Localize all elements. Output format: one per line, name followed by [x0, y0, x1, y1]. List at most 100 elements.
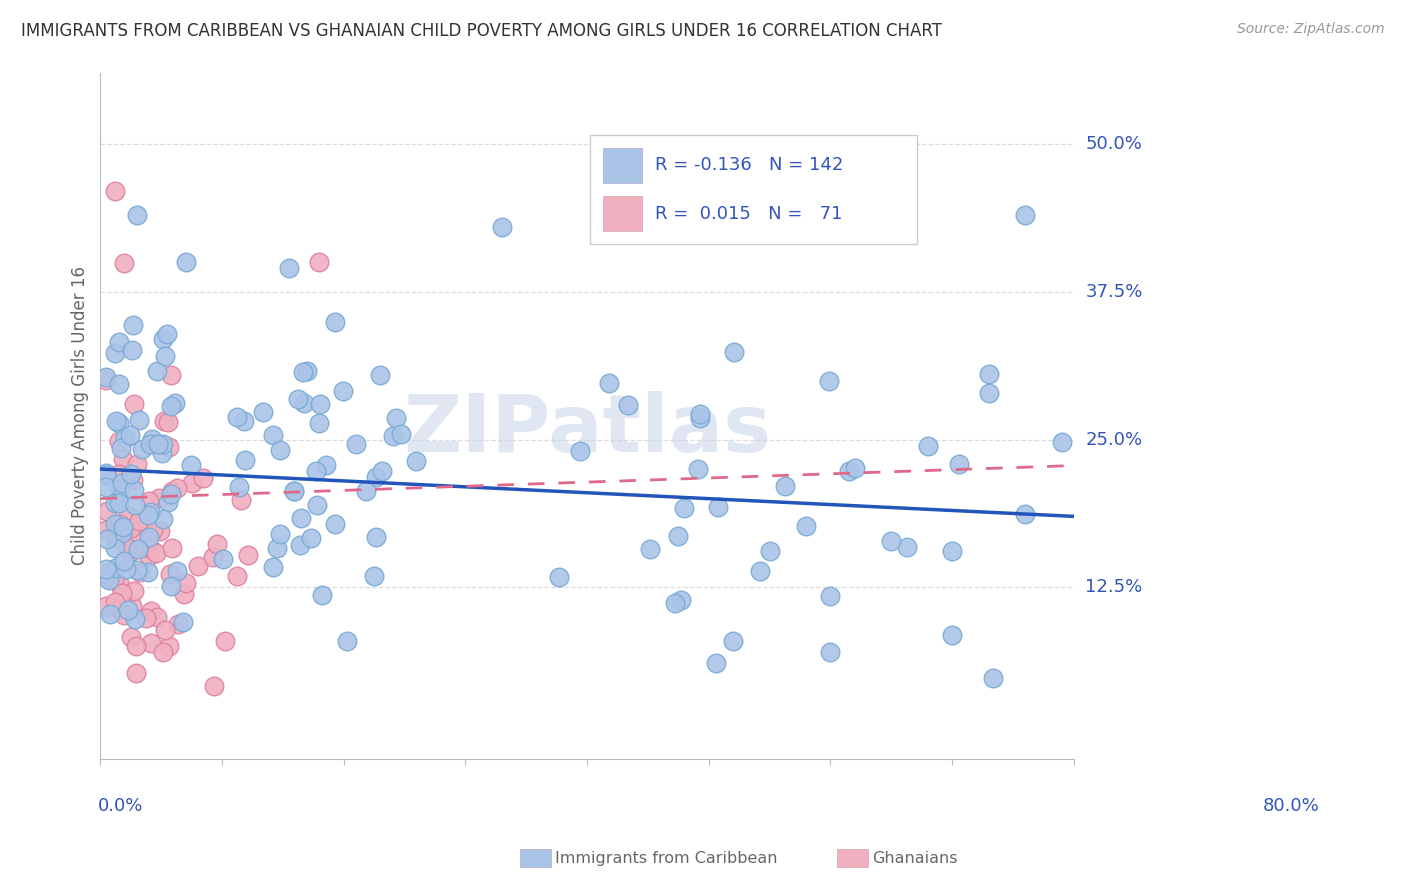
Point [228, 479, 250, 493]
Text: ZIPatlas: ZIPatlas [404, 391, 770, 468]
Point [152, 645, 174, 659]
Point [104, 541, 127, 556]
Point [323, 315, 346, 329]
Point [307, 499, 329, 513]
Point [139, 636, 162, 650]
Point [108, 467, 131, 482]
Point [160, 579, 183, 593]
Point [156, 326, 179, 341]
Point [941, 543, 963, 558]
Point [141, 433, 163, 447]
Point [794, 519, 817, 533]
Point [124, 499, 146, 513]
Point [917, 439, 939, 453]
Point [104, 496, 127, 510]
Point [704, 657, 727, 671]
Point [117, 541, 139, 555]
Point [125, 529, 148, 543]
Point [236, 548, 259, 562]
Point [110, 441, 132, 455]
Point [96, 562, 118, 576]
Text: Ghanaians: Ghanaians [872, 851, 957, 865]
Point [148, 491, 170, 505]
Point [141, 541, 163, 556]
Point [96, 480, 118, 494]
Point [202, 679, 225, 693]
Point [138, 530, 160, 544]
Point [160, 487, 183, 501]
Point [153, 623, 176, 637]
Text: 12.5%: 12.5% [1085, 578, 1143, 597]
Point [98, 573, 121, 587]
Point [405, 454, 427, 468]
Point [689, 411, 711, 425]
Point [638, 542, 661, 557]
Point [598, 376, 620, 390]
Point [366, 470, 388, 484]
Point [233, 452, 256, 467]
Text: Immigrants from Caribbean: Immigrants from Caribbean [555, 851, 778, 865]
Point [368, 368, 391, 383]
Point [688, 462, 710, 476]
Point [666, 529, 689, 543]
Text: 25.0%: 25.0% [1085, 431, 1143, 449]
Point [191, 471, 214, 485]
Point [1014, 208, 1036, 222]
Point [122, 583, 145, 598]
Point [111, 520, 134, 534]
Point [114, 256, 136, 270]
Point [104, 516, 127, 531]
Text: Source: ZipAtlas.com: Source: ZipAtlas.com [1237, 22, 1385, 37]
Point [1050, 435, 1073, 450]
Point [180, 475, 202, 490]
Point [120, 467, 142, 481]
Point [295, 364, 318, 378]
Point [384, 410, 406, 425]
Point [232, 414, 254, 428]
Point [127, 541, 149, 556]
Point [136, 565, 159, 579]
Point [211, 551, 233, 566]
Point [146, 610, 169, 624]
Point [122, 483, 145, 497]
Point [820, 645, 842, 659]
Point [128, 413, 150, 427]
Point [121, 343, 143, 358]
Point [108, 434, 131, 448]
Point [366, 530, 388, 544]
Point [96, 466, 118, 480]
Point [108, 517, 131, 532]
Point [138, 549, 160, 563]
Point [1014, 507, 1036, 521]
Point [165, 396, 187, 410]
Point [160, 483, 183, 498]
Point [225, 569, 247, 583]
Point [120, 428, 142, 442]
Point [941, 627, 963, 641]
Point [305, 464, 328, 478]
Point [167, 617, 190, 632]
Point [110, 586, 132, 600]
Point [125, 208, 148, 222]
Point [127, 563, 149, 577]
Point [749, 564, 772, 578]
Text: R =  0.015   N =   71: R = 0.015 N = 71 [655, 204, 842, 223]
Point [308, 255, 330, 269]
Point [311, 588, 333, 602]
Point [269, 442, 291, 457]
Point [96, 369, 118, 384]
Point [96, 467, 118, 482]
Point [548, 570, 571, 584]
Point [131, 442, 153, 457]
Point [122, 318, 145, 332]
Point [150, 446, 173, 460]
Point [146, 437, 169, 451]
Point [977, 385, 1000, 400]
Point [344, 437, 367, 451]
Point [283, 484, 305, 499]
Point [128, 514, 150, 528]
Point [104, 346, 127, 360]
Text: 0.0%: 0.0% [98, 797, 143, 814]
Point [153, 414, 176, 428]
Point [160, 541, 183, 555]
